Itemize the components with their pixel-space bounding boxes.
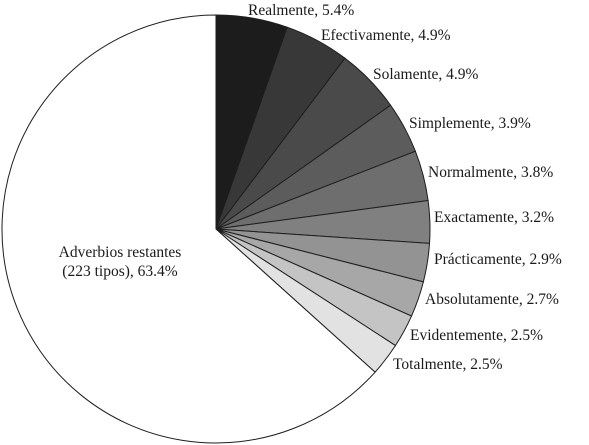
- slice-label-practicamente: Prácticamente, 2.9%: [434, 251, 562, 268]
- slice-label-totalmente: Totalmente, 2.5%: [393, 356, 503, 373]
- slice-label-simplemente: Simplemente, 3.9%: [409, 115, 531, 132]
- slice-label-absolutamente: Absolutamente, 2.7%: [425, 291, 559, 308]
- slices-layer: [1, 14, 431, 444]
- slice-label-efectivamente: Efectivamente, 4.9%: [321, 27, 451, 44]
- slice-label-realmente: Realmente, 5.4%: [248, 2, 354, 19]
- remaining-label-line-2: (223 tipos), 63.4%: [62, 263, 177, 280]
- slice-label-solamente: Solamente, 4.9%: [373, 66, 479, 83]
- labels-layer: Realmente, 5.4% Efectivamente, 4.9% Solame…: [248, 2, 562, 373]
- slice-label-exactamente: Exactamente, 3.2%: [434, 209, 554, 226]
- slice-label-normalmente: Normalmente, 3.8%: [428, 164, 553, 181]
- remaining-label-line-1: Adverbios restantes: [59, 244, 182, 261]
- pie-slice-adverbios-restantes: [1, 14, 376, 444]
- slice-label-evidentemente: Evidentemente, 2.5%: [410, 327, 543, 344]
